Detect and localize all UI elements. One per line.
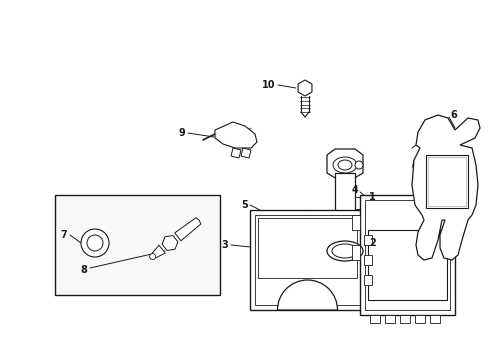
Polygon shape <box>298 80 311 96</box>
Text: 1: 1 <box>368 192 375 202</box>
Bar <box>429 315 439 323</box>
Ellipse shape <box>331 244 357 258</box>
Text: 10: 10 <box>261 80 274 90</box>
Ellipse shape <box>337 160 351 170</box>
Polygon shape <box>334 173 354 225</box>
Text: 6: 6 <box>449 110 456 120</box>
Polygon shape <box>326 149 362 179</box>
Polygon shape <box>270 240 289 260</box>
Polygon shape <box>329 223 359 247</box>
Polygon shape <box>162 235 178 251</box>
Circle shape <box>87 235 103 251</box>
Text: 5: 5 <box>241 200 247 210</box>
Bar <box>363 255 371 265</box>
Polygon shape <box>152 245 165 258</box>
Polygon shape <box>241 148 250 158</box>
Circle shape <box>81 229 109 257</box>
Ellipse shape <box>326 241 362 261</box>
Circle shape <box>149 253 155 260</box>
Polygon shape <box>411 115 479 260</box>
Bar <box>55 195 220 295</box>
Bar <box>249 210 364 310</box>
Text: 4: 4 <box>350 185 357 195</box>
Text: 9: 9 <box>178 128 184 138</box>
Bar <box>384 315 394 323</box>
Bar <box>399 315 409 323</box>
Bar <box>258 218 356 278</box>
Bar <box>414 315 424 323</box>
Ellipse shape <box>332 157 356 173</box>
Polygon shape <box>259 253 276 270</box>
Circle shape <box>256 266 264 274</box>
Text: 3: 3 <box>221 240 227 250</box>
Polygon shape <box>283 210 319 247</box>
Bar <box>359 195 454 315</box>
Wedge shape <box>277 280 337 310</box>
Circle shape <box>354 161 362 169</box>
Polygon shape <box>425 155 467 208</box>
Bar <box>351 215 359 230</box>
Text: 7: 7 <box>60 230 67 240</box>
Bar <box>351 245 359 260</box>
Text: 8: 8 <box>80 265 87 275</box>
Polygon shape <box>230 148 241 158</box>
Polygon shape <box>174 218 201 241</box>
Bar <box>367 230 446 300</box>
Bar <box>369 315 379 323</box>
Bar <box>364 200 449 310</box>
Bar <box>363 235 371 245</box>
Bar <box>363 275 371 285</box>
Polygon shape <box>427 157 465 206</box>
Bar <box>254 215 359 305</box>
Text: 2: 2 <box>368 238 375 248</box>
Polygon shape <box>215 122 257 148</box>
